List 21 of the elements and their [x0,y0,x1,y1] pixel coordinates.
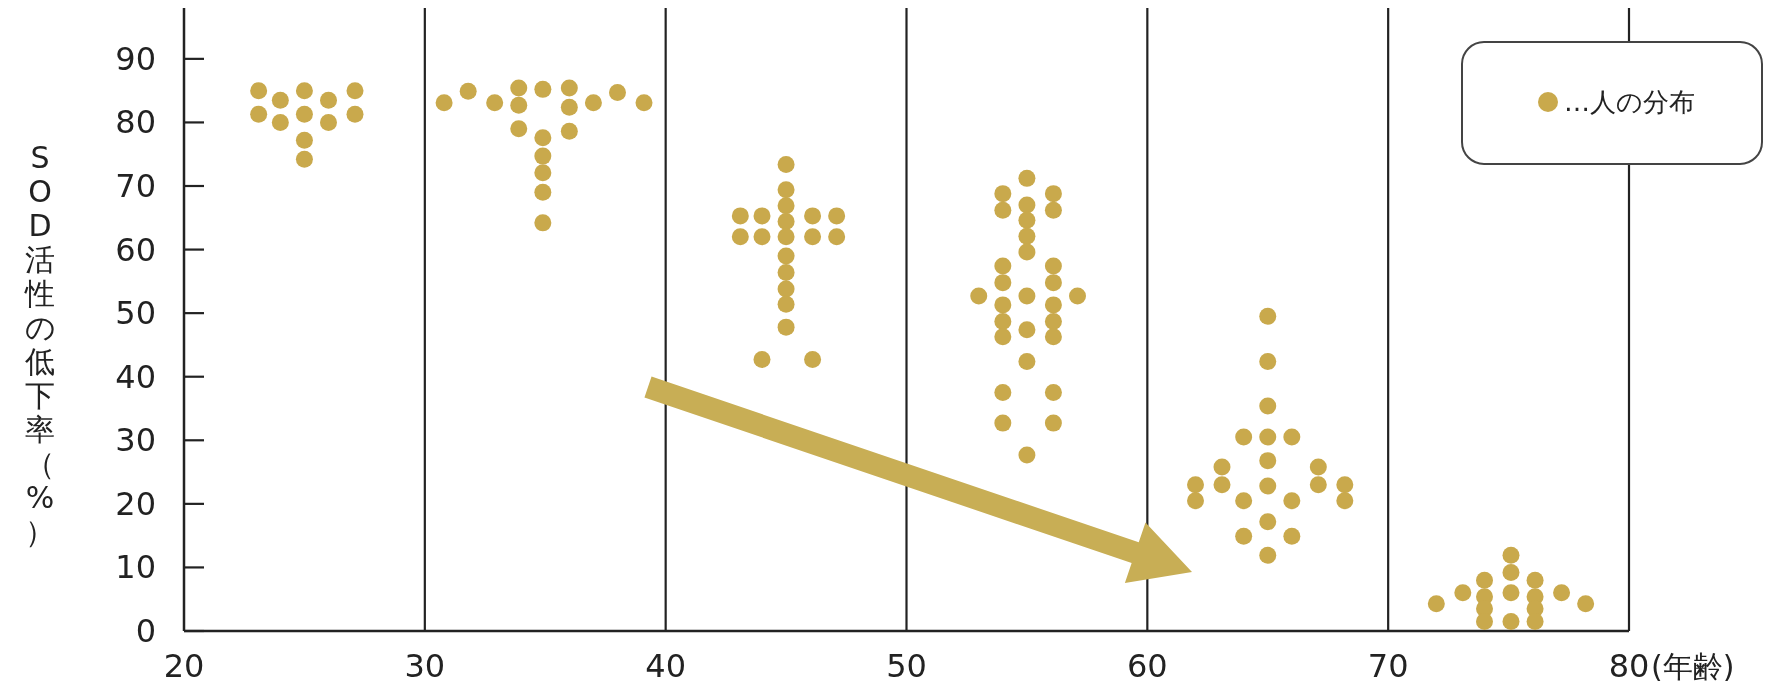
y-tick-label: 0 [135,612,156,650]
x-tick-label: 60 [1126,647,1168,685]
text: SOD活性の低下率（%） [24,140,56,549]
y-tick-label: 40 [115,357,156,396]
legend: …人の分布 [1461,41,1763,165]
x-tick-label: 80 [1608,647,1650,685]
y-tick-label: 80 [115,103,156,142]
y-tick-label: 30 [115,421,156,460]
x-tick-label: 20 [163,647,205,685]
x-tick-label: 50 [886,647,927,685]
x-tick-label: 70 [1367,647,1409,685]
y-tick-label: 60 [115,230,156,269]
y-tick-label: 20 [115,484,156,523]
y-tick-label: 70 [115,167,156,205]
x-axis-title: (年齢) [1651,649,1735,684]
y-tick-label: 50 [115,294,156,333]
y-tick-label: 10 [115,548,156,587]
y-tick-label: 90 [115,39,156,78]
legend-label: …人の分布 [1564,87,1695,117]
x-tick-label: 40 [645,647,687,685]
x-tick-label: 30 [404,647,446,685]
